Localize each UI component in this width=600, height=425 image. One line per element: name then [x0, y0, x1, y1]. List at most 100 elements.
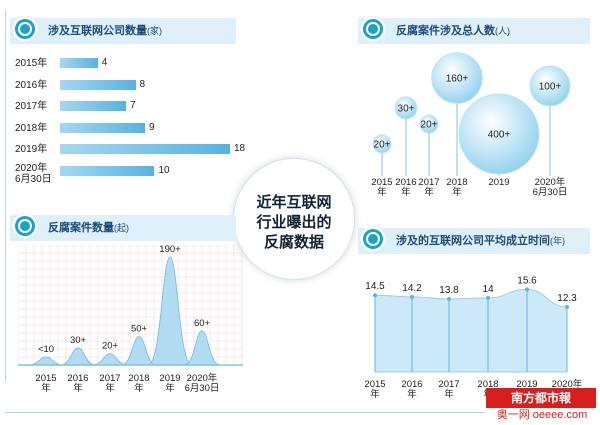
people-bubble-chart: 20+ 30+ 20+ 160+ 400+ 100+: [372, 52, 571, 176]
center-title-line-2: 行业曝出的: [256, 214, 332, 231]
bar-category-line: 2017年: [15, 101, 48, 112]
bar-category-line: 2015年: [15, 58, 48, 69]
age-year-label: 2017 年: [426, 380, 472, 400]
case-value-label: 60+: [194, 318, 211, 329]
bubble: [431, 52, 483, 104]
bubble-year-line: 年: [452, 187, 462, 198]
bar-category-label: 2018年: [15, 123, 65, 134]
bubble-value-label: 400+: [488, 130, 511, 141]
case-peak: [27, 356, 65, 366]
age-point: [525, 287, 529, 292]
bubble-year-label: 2020年 6月30日: [527, 178, 573, 198]
bubble-year-label: 2016 年: [383, 178, 429, 198]
case-year-label: 2015 年: [23, 374, 69, 394]
bar: [60, 79, 136, 90]
bar-value-label: 9: [149, 121, 155, 133]
bar-category-line: 6月30日: [15, 173, 52, 185]
age-point: [447, 296, 451, 301]
bar-value-label: 18: [234, 143, 246, 154]
bubble-value-label: 20+: [421, 120, 438, 131]
bubble-value-label: 160+: [446, 74, 469, 85]
age-value-label: 15.6: [517, 275, 537, 286]
age-year-label: 2015 年: [352, 380, 398, 400]
panel-divider-left: [5, 10, 6, 382]
age-year-line: 年: [370, 389, 380, 400]
case-peak: [59, 347, 97, 366]
age-year-label: 2020年: [544, 380, 590, 390]
bar-category-line: 2016年: [15, 79, 48, 91]
case-peak: [147, 256, 193, 366]
case-value-label: <10: [38, 344, 54, 355]
age-year-line: 2020年: [551, 379, 583, 390]
globe-icon: [12, 16, 38, 42]
bubble-year-line: 2017: [418, 177, 440, 188]
age-year-line: 2016: [401, 379, 423, 390]
age-point: [373, 293, 377, 298]
companies-panel-title: 涉及互联网公司数量(家): [10, 18, 236, 44]
bar: [60, 101, 127, 111]
case-year-label: 2020年 6月30日: [179, 374, 225, 394]
age-point: [486, 295, 490, 300]
bubble-year-label: 2015 年: [359, 178, 405, 198]
case-peak: [183, 330, 221, 366]
age-area: [374, 288, 568, 373]
case-value-label: 190+: [159, 245, 181, 255]
case-year-label: 2017 年: [87, 374, 133, 394]
bubble: [394, 96, 418, 120]
age-panel-title: 涉及的互联网公司平均成立时间(年): [358, 228, 590, 254]
case-value-label: 30+: [70, 335, 87, 346]
bubble-year-label: 2018 年: [434, 178, 480, 198]
bar: [60, 122, 145, 133]
case-year-line: 2018: [128, 373, 150, 384]
bar: [60, 58, 98, 68]
bar: [60, 144, 230, 154]
age-year-line: 2017: [438, 379, 460, 390]
newspaper-logo: 南方都市報: [486, 388, 596, 408]
case-year-line: 年: [105, 383, 115, 394]
bar-value-label: 10: [158, 164, 170, 176]
case-year-line: 年: [165, 383, 175, 394]
age-year-label: 2016 年: [389, 380, 435, 400]
bubble-year-line: 2018: [446, 177, 468, 188]
bubble: [458, 93, 540, 175]
bar-value-label: 4: [101, 57, 108, 68]
bubble-year-label: 2019: [476, 178, 522, 188]
globe-icon: [12, 213, 38, 239]
age-area-chart: 14.5 14.2 13.8 14 15.6 12.3: [365, 275, 577, 373]
case-year-label: 2018 年: [116, 374, 162, 394]
bubble-value-label: 100+: [539, 82, 562, 93]
globe-icon: [360, 226, 386, 252]
bar-category-label: 2019年: [15, 144, 65, 155]
age-point: [410, 294, 414, 299]
case-value-label: 50+: [131, 324, 148, 335]
bar-value-label: 8: [139, 78, 146, 90]
bubble-year-line: 2019: [488, 177, 510, 188]
age-year-line: 2015: [364, 379, 386, 390]
case-year-line: 6月30日: [184, 383, 220, 394]
bubble-year-line: 年: [424, 187, 434, 198]
bubble: [529, 65, 571, 107]
globe-icon: [360, 16, 386, 42]
bar-category-line: 2018年: [15, 122, 48, 134]
bubble: [419, 114, 439, 134]
age-value-label: 14.5: [365, 281, 385, 292]
bar: [60, 165, 155, 176]
bar-category-label: 2017年: [15, 101, 65, 112]
bar-category-line: 2020年: [15, 162, 48, 174]
bubble-year-line: 6月30日: [532, 187, 568, 198]
bar-category-label: 2016年: [15, 80, 65, 91]
case-year-line: 2016: [67, 373, 89, 384]
center-title-circle: 近年互联网 行业曝出的 反腐数据: [233, 158, 355, 280]
bar-category-line: 2019年: [15, 144, 48, 155]
bubble-year-line: 2020年: [534, 177, 566, 188]
bubble: [372, 134, 392, 154]
case-year-line: 2015: [35, 373, 57, 384]
age-value-label: 12.3: [557, 293, 577, 304]
case-year-line: 2020年: [186, 373, 218, 384]
bar-category-label: 2015年: [15, 58, 65, 69]
case-year-line: 2019: [159, 373, 181, 384]
bubble-year-label: 2017 年: [406, 178, 452, 198]
bubble-year-line: 年: [377, 187, 387, 198]
bubble-year-line: 2016: [395, 177, 417, 188]
age-point: [565, 304, 569, 309]
